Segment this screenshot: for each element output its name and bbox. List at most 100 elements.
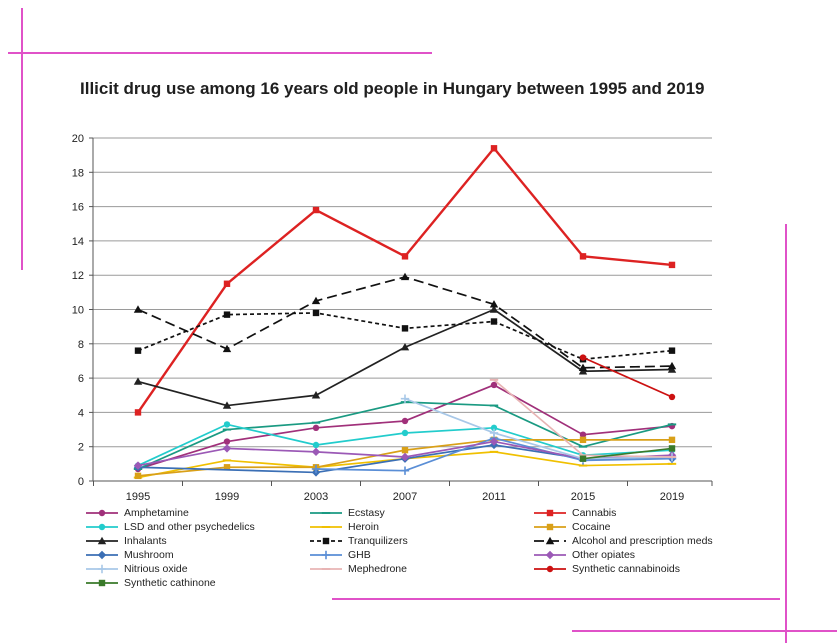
data-point-lsd-and-other-psychedelics: [490, 424, 498, 432]
y-tick-label: 20: [72, 133, 84, 145]
data-point-cannabis: [668, 261, 676, 269]
x-tick-label: 2011: [482, 491, 506, 503]
data-point-alcohol-and-prescription-meds: [667, 361, 677, 370]
data-point-cannabis: [134, 409, 142, 416]
x-tick-label: 2019: [660, 491, 684, 503]
series-alcohol-and-prescription-meds: [133, 272, 677, 372]
data-point-alcohol-and-prescription-meds: [578, 363, 588, 372]
legend-label: Amphetamine: [124, 506, 189, 519]
legend-swatch-marker: [98, 509, 106, 516]
data-point-synthetic-cannabinoids: [579, 354, 587, 361]
legend-swatch-marker: [97, 536, 107, 544]
decor-line-top-vertical: [21, 8, 23, 270]
legend-item-ghb: GHB: [308, 548, 532, 561]
data-point-heroin: [489, 450, 499, 453]
legend-swatch-mephedrone: [310, 567, 342, 570]
series-line-cannabis: [137, 147, 673, 414]
legend-item-heroin: Heroin: [308, 520, 532, 533]
y-tick-label: 14: [72, 236, 84, 248]
data-point-alcohol-and-prescription-meds: [489, 300, 499, 308]
series-line-inhalants: [137, 308, 673, 407]
legend-swatch-inhalants: [86, 536, 118, 544]
legend-label: Synthetic cathinone: [124, 576, 216, 589]
data-point-nitrious-oxide: [489, 428, 499, 438]
series-line-tranquilizers: [137, 312, 673, 361]
data-point-tranquilizers: [134, 347, 142, 354]
x-tick-label: 2003: [304, 491, 328, 503]
data-point-nitrious-oxide: [400, 394, 410, 403]
legend-swatch-marker: [545, 550, 555, 559]
legend-label: Inhalants: [124, 534, 167, 547]
legend-swatch-amphetamine: [86, 509, 118, 516]
legend-label: Other opiates: [572, 548, 636, 561]
data-point-cannabis: [579, 253, 587, 260]
data-point-synthetic-cannabinoids: [668, 393, 676, 401]
legend-swatch-nitrious-oxide: [86, 564, 118, 573]
series-synthetic-cathinone: [579, 445, 676, 462]
data-point-inhalants: [222, 401, 232, 409]
data-point-other-opiates: [133, 461, 143, 470]
legend-label: Ecstasy: [348, 506, 385, 519]
y-tick-label: 0: [78, 476, 84, 488]
data-point-inhalants: [400, 343, 410, 351]
data-point-ghb: [400, 466, 410, 475]
legend-swatch-marker: [321, 511, 331, 514]
decor-line-bottom-horizontal: [332, 598, 780, 600]
series-tranquilizers: [134, 309, 676, 363]
data-point-tranquilizers: [668, 347, 676, 354]
data-point-cocaine: [668, 436, 676, 444]
legend-swatch-ecstasy: [310, 511, 342, 514]
legend-swatch-marker: [98, 523, 106, 530]
series-synthetic-cannabinoids: [579, 354, 676, 401]
legend-item-inhalants: Inhalants: [84, 534, 308, 547]
data-point-alcohol-and-prescription-meds: [311, 296, 321, 305]
data-point-amphetamine: [223, 438, 231, 445]
legend-swatch-synthetic-cannabinoids: [534, 565, 566, 572]
legend-swatch-alcohol-and-prescription-meds: [534, 536, 566, 544]
legend-item-other-opiates: Other opiates: [532, 548, 784, 561]
data-point-alcohol-and-prescription-meds: [133, 305, 143, 313]
y-tick-label: 18: [72, 167, 84, 179]
data-point-tranquilizers: [223, 311, 231, 318]
data-point-alcohol-and-prescription-meds: [400, 272, 410, 281]
x-tick-label: 2015: [571, 491, 595, 503]
legend-swatch-cannabis: [534, 509, 566, 516]
data-point-heroin: [667, 462, 677, 465]
series-mephedrone: [489, 378, 677, 458]
axes: 0 2 4 6 8 10 12 14 16 18 20 1995 1999 2003 2007 2011 201…: [72, 133, 713, 503]
decor-line-top-horizontal: [8, 52, 432, 54]
data-point-cannabis: [223, 280, 231, 287]
legend-swatch-marker: [545, 536, 555, 544]
legend-item-ecstasy: Ecstasy: [308, 506, 532, 519]
data-point-lsd-and-other-psychedelics: [312, 441, 320, 449]
legend-swatch-mushroom: [86, 550, 118, 559]
data-point-cocaine: [134, 472, 142, 480]
legend-swatch-synthetic-cathinone: [86, 579, 118, 586]
y-tick-label: 4: [78, 407, 84, 419]
y-tick-label: 6: [78, 373, 84, 385]
decor-line-right-vertical: [785, 224, 787, 643]
data-point-synthetic-cathinone: [579, 455, 587, 462]
legend-swatch-marker: [546, 509, 554, 516]
legend-label: Alcohol and prescription meds: [572, 534, 713, 547]
y-tick-label: 10: [72, 305, 84, 317]
data-point-cannabis: [312, 206, 320, 214]
data-point-tranquilizers: [312, 309, 320, 317]
x-tick-label: 1995: [126, 491, 150, 503]
legend-item-lsd-and-other-psychedelics: LSD and other psychedelics: [84, 520, 308, 533]
data-point-mephedrone: [578, 454, 588, 457]
data-point-lsd-and-other-psychedelics: [223, 421, 231, 428]
legend-label: Heroin: [348, 520, 379, 533]
data-point-amphetamine: [579, 431, 587, 438]
legend-item-mephedrone: Mephedrone: [308, 562, 532, 575]
decor-line-bottom-right-horizontal: [572, 630, 837, 632]
legend-label: Nitrious oxide: [124, 562, 188, 575]
data-point-ecstasy: [311, 421, 321, 424]
data-point-synthetic-cathinone: [668, 445, 676, 452]
legend-swatch-ghb: [310, 550, 342, 559]
data-point-ecstasy: [489, 404, 499, 407]
series-amphetamine: [134, 381, 676, 473]
legend-item-cannabis: Cannabis: [532, 506, 784, 519]
legend-swatch-marker: [321, 567, 331, 570]
x-tick-label: 2007: [393, 491, 417, 503]
